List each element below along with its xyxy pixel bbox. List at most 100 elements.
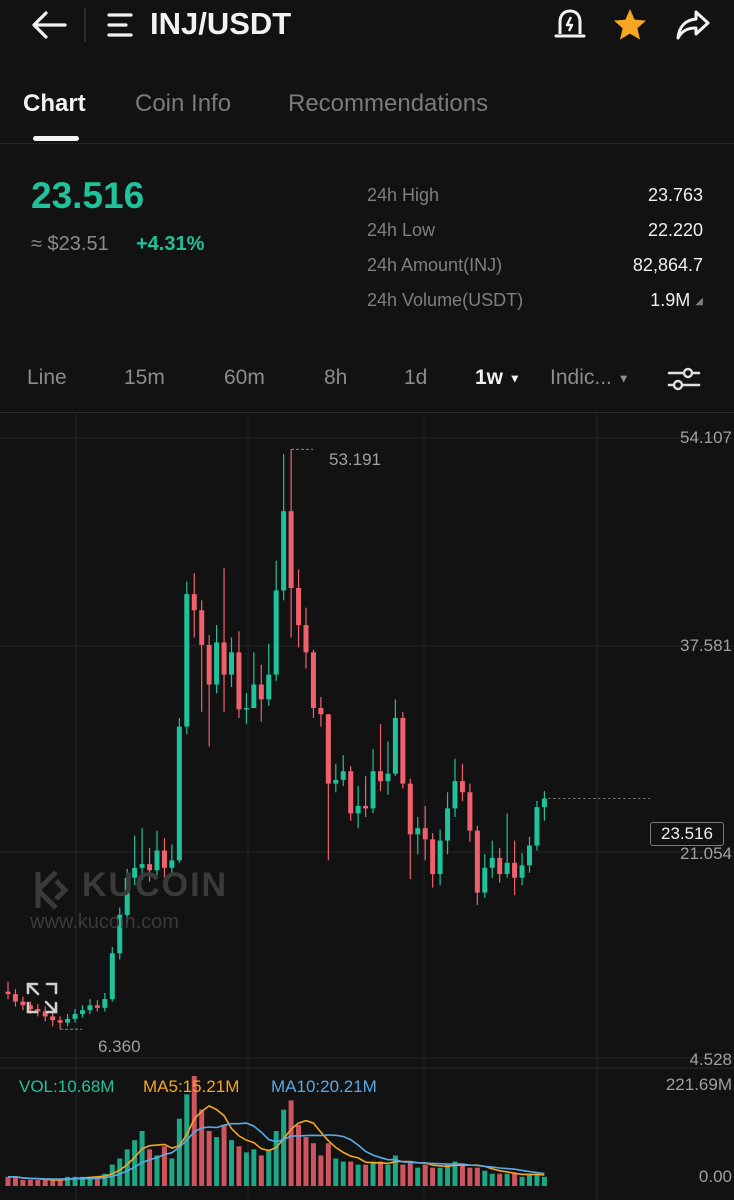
volume-bar (169, 1158, 175, 1186)
candle-body (169, 860, 175, 868)
candle-body (474, 830, 480, 893)
favorite-star-icon[interactable] (612, 7, 648, 43)
chevron-down-icon: ▼ (617, 371, 630, 386)
volume-bar (459, 1164, 465, 1186)
volume-bar (12, 1176, 18, 1186)
volume-bar (445, 1164, 451, 1186)
interval-60m[interactable]: 60m (224, 366, 265, 389)
volume-bar (251, 1149, 257, 1186)
stat-volume-value: 1.9M (650, 290, 691, 310)
volume-bar (467, 1167, 473, 1186)
volume-bar (139, 1131, 145, 1186)
interval-15m[interactable]: 15m (124, 366, 165, 389)
candle-body (452, 781, 458, 809)
candle-body (415, 828, 421, 835)
volume-bar (407, 1161, 413, 1186)
candlestick-chart[interactable] (0, 414, 734, 1200)
price-alert-icon[interactable] (552, 6, 588, 44)
volume-bar (109, 1164, 115, 1186)
candle-body (303, 625, 309, 653)
chart-grid (0, 414, 734, 1200)
watermark-brand: KUCOIN (82, 866, 229, 904)
volume-bar (72, 1176, 78, 1186)
tab-recommendations[interactable]: Recommendations (288, 90, 489, 117)
tabs-divider (0, 143, 734, 144)
volume-bar (355, 1164, 361, 1186)
volume-bar (333, 1158, 339, 1186)
candle-body (57, 1020, 63, 1023)
fullscreen-expand-icon[interactable] (25, 981, 59, 1015)
tab-coin-info[interactable]: Coin Info (135, 90, 232, 117)
candle-body (206, 644, 212, 685)
interval-line[interactable]: Line (27, 366, 67, 389)
candle-body (310, 652, 316, 709)
volume-bar (94, 1176, 100, 1186)
candle-body (512, 862, 518, 878)
volume-bar (296, 1124, 302, 1186)
chart-settings-icon[interactable] (666, 364, 702, 394)
last-price: 23.516 (31, 175, 145, 216)
indicators-dropdown[interactable]: Indic... ▼ (550, 366, 630, 390)
volume-bar (221, 1124, 227, 1186)
candle-body (35, 1009, 41, 1012)
stat-label-24h-volume: 24h Volume(USDT) (367, 290, 524, 310)
volume-bar (87, 1176, 93, 1186)
volume-bar (273, 1131, 279, 1186)
candle-body (80, 1010, 85, 1014)
candle-body (258, 684, 264, 700)
volume-bar (437, 1167, 443, 1186)
volume-bar (35, 1179, 41, 1186)
volume-bar (27, 1179, 33, 1186)
volume-bar (363, 1164, 369, 1186)
volume-bar (132, 1140, 138, 1186)
candle-body (325, 714, 331, 784)
candle-body (20, 1001, 26, 1006)
volume-bar (348, 1161, 354, 1186)
candle-body (430, 839, 436, 875)
volume-bar (325, 1143, 331, 1186)
interval-1d[interactable]: 1d (404, 366, 428, 389)
pair-title[interactable]: INJ/USDT (150, 6, 292, 41)
interval-8h[interactable]: 8h (324, 366, 348, 389)
volume-bar (176, 1118, 182, 1186)
candles-group (5, 448, 650, 1030)
pair-menu-icon[interactable] (106, 10, 136, 40)
candle-body (94, 1005, 100, 1008)
interval-1w[interactable]: 1w ▼ (475, 366, 521, 390)
header-separator (84, 8, 86, 42)
share-icon[interactable] (674, 7, 712, 43)
candle-body (65, 1018, 71, 1023)
volume-bar (504, 1173, 510, 1186)
stat-label-24h-high: 24h High (367, 185, 440, 205)
volume-bar (65, 1176, 71, 1186)
volume-bar (519, 1176, 525, 1186)
ma5-line (8, 1104, 545, 1181)
volume-bar (482, 1170, 488, 1186)
tab-chart[interactable]: Chart (23, 90, 86, 117)
volume-bar (415, 1167, 421, 1186)
candle-body (243, 708, 249, 710)
volume-bar (489, 1173, 495, 1186)
kucoin-logo-icon (35, 870, 69, 910)
ma10-line (8, 1122, 545, 1180)
indicators-label: Indic... (550, 366, 612, 389)
candle-body (5, 991, 11, 995)
ma5-label: MA5:15.21M (143, 1077, 240, 1096)
candle-body (363, 805, 369, 809)
volume-bar (5, 1176, 11, 1186)
candle-body (281, 511, 287, 591)
volume-bar (340, 1161, 346, 1186)
kucoin-watermark: KUCOIN www.kucoin.com (30, 866, 228, 934)
volume-bar (50, 1179, 56, 1186)
candle-body (147, 864, 153, 871)
volume-bar (392, 1155, 398, 1186)
back-arrow-icon[interactable] (30, 8, 68, 42)
volume-bar (214, 1137, 220, 1186)
volume-bar (124, 1149, 130, 1186)
candle-body (527, 845, 532, 866)
triangle-indicator-icon: ◢ (695, 295, 703, 307)
price-change-percent: +4.31% (136, 233, 205, 255)
candle-body (191, 594, 197, 611)
ma10-label: MA10:20.21M (271, 1077, 377, 1096)
active-tab-indicator (33, 136, 79, 141)
